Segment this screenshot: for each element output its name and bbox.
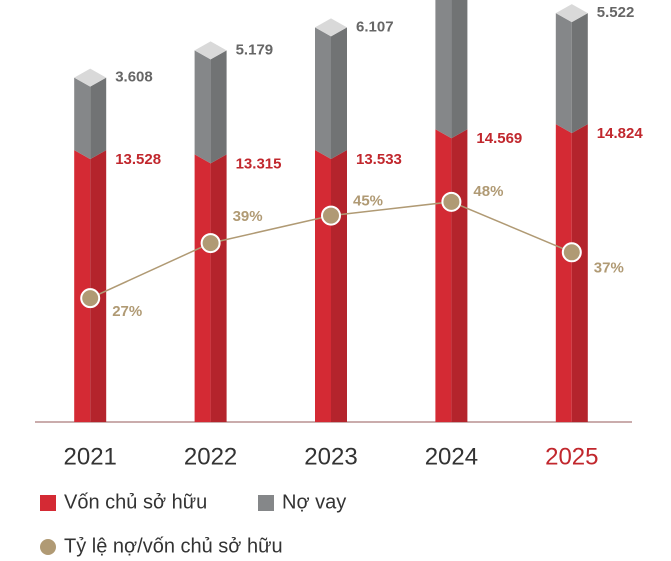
value-label: 13.528 (115, 151, 161, 168)
bar-segment (315, 27, 331, 160)
x-tick-label: 2023 (304, 443, 357, 470)
bar-segment (435, 0, 452, 139)
x-tick-label: 2025 (545, 443, 598, 470)
legend-marker (258, 495, 274, 511)
bar-cap (315, 18, 347, 37)
bar-segment (90, 77, 107, 160)
bar-cap (74, 68, 107, 87)
ratio-label: 37% (594, 259, 624, 276)
value-label: 14.824 (597, 125, 644, 142)
bar-cap (555, 4, 588, 23)
bar-segment (210, 50, 227, 164)
ratio-label: 27% (112, 303, 142, 320)
ratio-point (441, 191, 462, 212)
bar-segment (555, 13, 572, 134)
value-label: 3.608 (115, 69, 153, 86)
ratio-label: 48% (473, 183, 503, 200)
value-label: 13.315 (236, 155, 282, 172)
x-tick-label: 2022 (184, 443, 237, 470)
ratio-point (80, 288, 101, 309)
bar-segment (331, 27, 347, 160)
bar-segment (74, 77, 91, 160)
bar-segment (90, 150, 107, 423)
ratio-label: 39% (233, 208, 263, 225)
bar-segment (210, 154, 227, 423)
bar-segment (435, 129, 452, 422)
bar-segment (571, 124, 588, 423)
bar-segment (194, 50, 211, 164)
bar-segment (451, 129, 468, 422)
bar-segment (555, 124, 572, 423)
value-label: 6.107 (356, 18, 394, 35)
ratio-point (200, 233, 221, 254)
bar-segment (315, 150, 331, 422)
bar-segment (571, 13, 588, 134)
value-label: 5.179 (236, 41, 274, 58)
bar-cap (194, 41, 227, 60)
legend-marker (40, 495, 56, 511)
x-tick-label: 2021 (64, 443, 117, 470)
ratio-point (561, 242, 582, 263)
bar-segment (194, 154, 211, 423)
x-tick-label: 2024 (425, 443, 478, 470)
bar-segment (74, 150, 91, 423)
ratio-label: 45% (353, 193, 383, 210)
legend-label: Nợ vay (282, 491, 346, 513)
value-label: 5.522 (597, 4, 635, 21)
bar-segment (331, 150, 347, 422)
value-label: 14.569 (476, 130, 522, 147)
value-label: 13.533 (356, 151, 402, 168)
legend-label: Tỷ lệ nợ/vốn chủ sở hữu (64, 535, 283, 557)
legend-label: Vốn chủ sở hữu (64, 491, 207, 513)
ratio-point (321, 205, 341, 226)
legend-marker (40, 539, 56, 555)
bar-segment (451, 0, 468, 139)
